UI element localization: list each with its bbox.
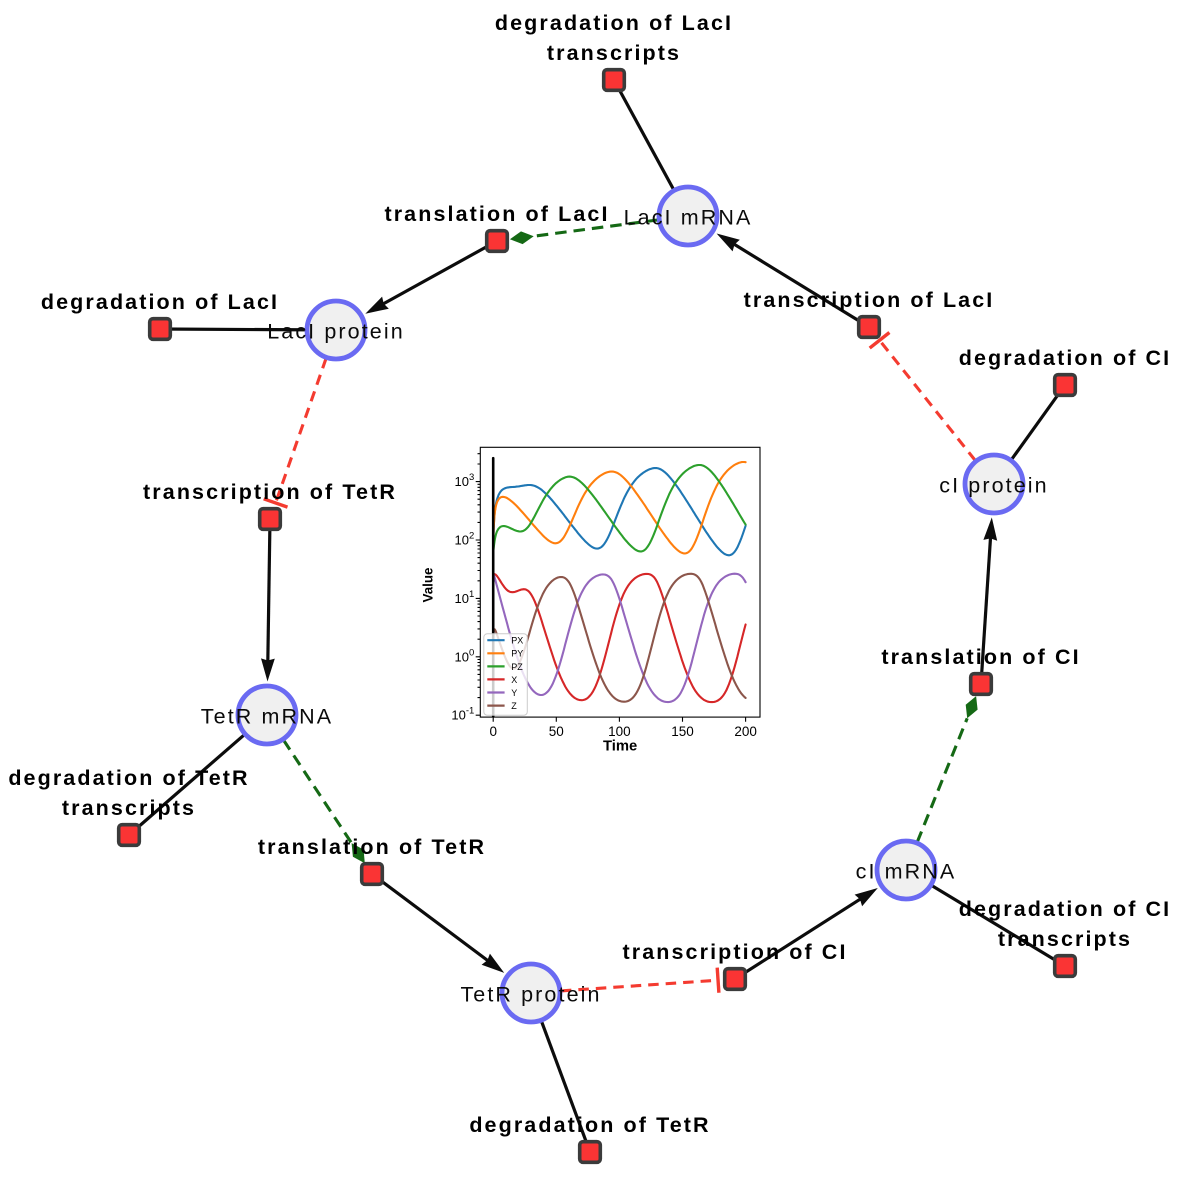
svg-text:50: 50 bbox=[549, 724, 564, 739]
svg-text:transcription of LacI: transcription of LacI bbox=[744, 288, 995, 312]
svg-text:PY: PY bbox=[511, 649, 523, 659]
svg-text:transcription of CI: transcription of CI bbox=[622, 940, 847, 964]
svg-text:cI mRNA: cI mRNA bbox=[856, 860, 957, 884]
svg-text:100: 100 bbox=[608, 724, 631, 739]
svg-text:degradation of TetR: degradation of TetR bbox=[8, 766, 249, 790]
svg-text:transcription of TetR: transcription of TetR bbox=[143, 480, 397, 504]
svg-text:PZ: PZ bbox=[511, 662, 523, 672]
svg-text:TetR protein: TetR protein bbox=[460, 983, 601, 1007]
svg-text:degradation of LacI: degradation of LacI bbox=[495, 11, 733, 35]
svg-text:PX: PX bbox=[511, 636, 523, 646]
svg-text:translation of TetR: translation of TetR bbox=[258, 835, 486, 859]
svg-text:TetR mRNA: TetR mRNA bbox=[201, 705, 333, 729]
svg-text:0: 0 bbox=[489, 724, 497, 739]
svg-text:150: 150 bbox=[671, 724, 694, 739]
svg-text:LacI protein: LacI protein bbox=[267, 320, 405, 344]
svg-text:X: X bbox=[511, 675, 517, 685]
svg-text:Value: Value bbox=[421, 568, 436, 603]
svg-text:transcripts: transcripts bbox=[998, 927, 1132, 951]
svg-text:Time: Time bbox=[603, 739, 637, 755]
svg-text:cI protein: cI protein bbox=[939, 474, 1048, 498]
svg-text:Y: Y bbox=[511, 688, 517, 698]
svg-text:translation of CI: translation of CI bbox=[881, 645, 1080, 669]
svg-text:transcripts: transcripts bbox=[62, 796, 196, 820]
svg-text:transcripts: transcripts bbox=[547, 41, 681, 65]
svg-text:translation of LacI: translation of LacI bbox=[384, 202, 609, 226]
svg-text:degradation of TetR: degradation of TetR bbox=[469, 1113, 710, 1137]
svg-text:Z: Z bbox=[511, 701, 517, 711]
svg-text:degradation of CI: degradation of CI bbox=[959, 346, 1171, 370]
svg-text:degradation of CI: degradation of CI bbox=[959, 897, 1171, 921]
svg-text:LacI mRNA: LacI mRNA bbox=[624, 206, 753, 230]
svg-text:200: 200 bbox=[734, 724, 757, 739]
svg-text:degradation of LacI: degradation of LacI bbox=[41, 290, 279, 314]
